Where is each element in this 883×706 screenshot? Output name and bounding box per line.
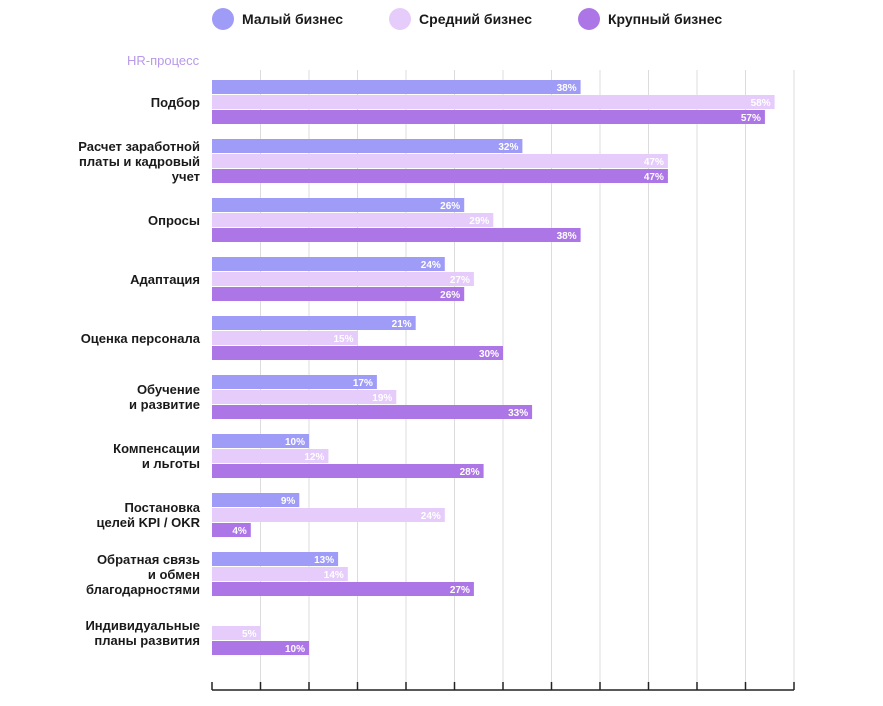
bar <box>212 331 358 345</box>
bar-value-label: 13% <box>314 555 334 566</box>
bar <box>212 272 474 286</box>
bar <box>212 80 581 94</box>
bar-value-label: 38% <box>557 231 577 242</box>
bar-value-label: 27% <box>450 275 470 286</box>
bar-value-label: 47% <box>644 172 664 183</box>
legend-label-large: Крупный бизнес <box>607 11 723 27</box>
bar-value-label: 4% <box>232 526 247 537</box>
bar <box>212 169 668 183</box>
bar-value-label: 58% <box>751 98 771 109</box>
bar-value-label: 29% <box>469 216 489 227</box>
bar-value-label: 17% <box>353 378 373 389</box>
bar <box>212 95 775 109</box>
bar <box>212 346 503 360</box>
bar-value-label: 10% <box>285 644 305 655</box>
bar-value-label: 26% <box>440 201 460 212</box>
bar-value-label: 10% <box>285 437 305 448</box>
legend-swatch-large <box>577 8 600 30</box>
bar <box>212 523 251 537</box>
legend-item-large-business[interactable]: Крупный бизнес <box>577 8 723 30</box>
bar-value-label: 14% <box>324 570 344 581</box>
bar <box>212 390 397 404</box>
category-label: Постановка целей KPI / OKR <box>96 500 200 530</box>
bar-value-label: 30% <box>479 349 499 360</box>
bar-value-label: 19% <box>372 393 392 404</box>
bar <box>212 552 339 566</box>
bar <box>212 449 329 463</box>
bar <box>212 641 309 655</box>
legend-label-small: Малый бизнес <box>242 11 344 27</box>
bar-value-label: 57% <box>741 113 761 124</box>
legend-label-medium: Средний бизнес <box>419 11 532 27</box>
category-label: Компенсации и льготы <box>113 441 200 471</box>
bar <box>212 287 465 301</box>
bar <box>212 375 377 389</box>
legend-swatch-small <box>212 8 234 30</box>
category-label: Опросы <box>147 212 200 228</box>
category-label: Адаптация <box>130 271 200 287</box>
bar-value-label: 47% <box>644 157 664 168</box>
bar-value-label: 24% <box>421 511 441 522</box>
bar <box>212 257 445 271</box>
legend-item-small-business[interactable]: Малый бизнес <box>212 8 343 30</box>
bar-value-label: 24% <box>421 260 441 271</box>
bar-value-label: 5% <box>242 629 257 640</box>
bar <box>212 139 523 153</box>
category-label: Обратная связь и обмен благодарностями <box>85 551 200 597</box>
bar-value-label: 26% <box>440 290 460 301</box>
bar <box>212 567 348 581</box>
bar-value-label: 28% <box>460 467 480 478</box>
bar <box>212 228 581 242</box>
category-label: Подбор <box>150 94 200 110</box>
bar <box>212 434 309 448</box>
bar-value-label: 32% <box>498 142 518 153</box>
bar <box>212 508 445 522</box>
bar-value-label: 38% <box>557 83 577 94</box>
bar <box>212 493 300 507</box>
bar-value-label: 12% <box>304 452 324 463</box>
axis-title: HR-процесс <box>127 53 200 68</box>
category-label: Оценка персонала <box>80 330 200 346</box>
bar-value-label: 27% <box>450 585 470 596</box>
bar <box>212 316 416 330</box>
bar <box>212 198 465 212</box>
bar-value-label: 15% <box>333 334 353 345</box>
bar <box>212 213 494 227</box>
category-label: Расчет заработной платы и кадровый учет <box>78 138 200 184</box>
bar <box>212 626 261 640</box>
category-label: Обучение и развитие <box>129 382 200 412</box>
bar-value-label: 9% <box>281 496 296 507</box>
bar-value-label: 21% <box>392 319 412 330</box>
bar <box>212 154 668 168</box>
bar <box>212 405 533 419</box>
bar <box>212 582 474 596</box>
bar <box>212 464 484 478</box>
bar-value-label: 33% <box>508 408 528 419</box>
legend-item-medium-business[interactable]: Средний бизнес <box>389 8 532 30</box>
category-label: Индивидуальные планы развития <box>85 618 200 648</box>
legend-swatch-medium <box>389 8 412 30</box>
bar <box>212 110 765 124</box>
legend: Малый бизнес Средний бизнес Крупный бизн… <box>212 8 722 30</box>
